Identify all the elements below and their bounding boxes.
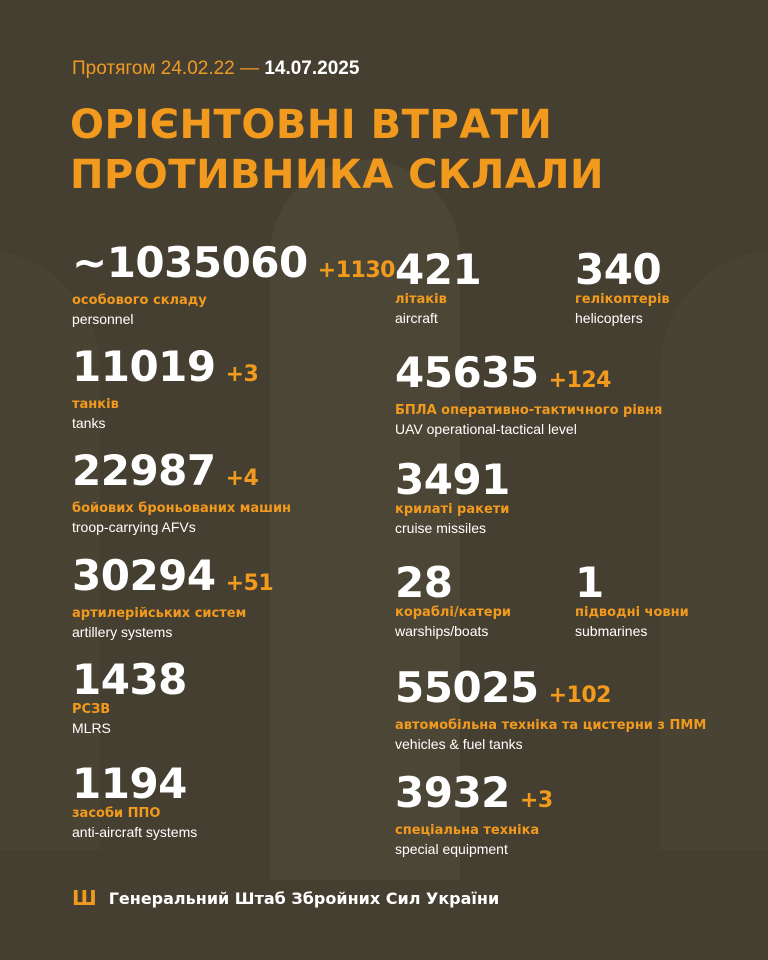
stat-value: 28 (395, 558, 453, 607)
stat-value: 1438 (72, 655, 187, 704)
stat-label-en: UAV operational-tactical level (395, 421, 577, 437)
stat-label-ua: підводні човни (575, 605, 689, 620)
stat-delta: +4 (225, 466, 259, 491)
stat-label-ua: гелікоптерів (575, 292, 670, 307)
stat-air-defense: 1194 засоби ППО anti-aircraft systems (72, 761, 197, 841)
stat-label-en: vehicles & fuel tanks (395, 736, 523, 752)
stat-value: 340 (575, 245, 662, 294)
stat-label-ua: БПЛА оперативно-тактичного рівня (395, 403, 663, 418)
stat-label-ua: танків (72, 397, 119, 412)
stat-label-ua: особового складу (72, 293, 207, 308)
stat-delta: +124 (548, 368, 612, 393)
stat-helicopters: 340 гелікоптерів helicopters (575, 247, 670, 327)
title-line-1: ОРІЄНТОВНІ ВТРАТИ (70, 102, 553, 148)
stat-label-ua: автомобільна техніка та цистерни з ПММ (395, 718, 707, 733)
stat-delta: +102 (548, 683, 612, 708)
stat-label-ua: кораблі/катери (395, 605, 511, 620)
stat-label-en: submarines (575, 623, 648, 639)
stat-label-ua: спеціальна техніка (395, 823, 540, 838)
stat-value: ~1035060 (72, 238, 308, 287)
stat-label-en: personnel (72, 311, 134, 327)
period-end: 14.07.2025 (264, 58, 360, 79)
stat-delta: +3 (225, 362, 259, 387)
stat-value: 3491 (395, 455, 510, 504)
stat-warships: 28 кораблі/катери warships/boats (395, 560, 511, 640)
stat-value: 1194 (72, 759, 187, 808)
stat-label-ua: засоби ППО (72, 806, 161, 821)
stat-label-ua: крилаті ракети (395, 502, 510, 517)
stat-value: 3932 (395, 768, 510, 817)
stat-artillery: 30294 +51 артилерійських систем artillery s… (72, 551, 274, 641)
title-line-2: ПРОТИВНИКА СКЛАЛИ (70, 152, 605, 198)
stat-label-en: helicopters (575, 310, 643, 326)
stat-aircraft: 421 літаків aircraft (395, 245, 482, 327)
stat-label-ua: РСЗВ (72, 702, 111, 717)
stat-label-en: artillery systems (72, 624, 173, 640)
stat-mlrs: 1438 РСЗВ MLRS (72, 657, 187, 737)
trident-icon: Ш (72, 886, 97, 910)
stat-personnel: ~1035060 +1130 особового складу personnel (72, 240, 395, 328)
footer-org: Генеральний Штаб Збройних Сил України (108, 888, 500, 908)
footer: Ш Генеральний Штаб Збройних Сил України (72, 886, 499, 910)
stat-submarines: 1 підводні човни submarines (575, 560, 689, 640)
stat-value: 45635 (395, 348, 539, 397)
stat-label-en: tanks (72, 415, 106, 431)
period: Протягом 24.02.22 — 14.07.2025 (72, 58, 359, 80)
stat-delta: +3 (519, 788, 553, 813)
stat-value: 11019 (72, 342, 216, 391)
stat-value: 30294 (72, 551, 216, 600)
stat-label-en: cruise missiles (395, 520, 487, 536)
stat-cruise-missiles: 3491 крилаті ракети cruise missiles (395, 457, 510, 537)
stat-label-ua: бойових броньованих машин (72, 501, 292, 516)
stat-value: 55025 (395, 663, 539, 712)
stat-label-en: troop-carrying AFVs (72, 519, 196, 535)
stat-special-equipment: 3932 +3 спеціальна техніка special equipmen… (395, 770, 553, 858)
stat-delta: +1130 (317, 258, 396, 283)
stat-tanks: 11019 +3 танків tanks (72, 342, 259, 432)
stat-label-en: warships/boats (395, 623, 489, 639)
stat-value: 421 (395, 245, 482, 294)
stat-delta: +51 (225, 571, 274, 596)
stat-label-en: aircraft (395, 310, 438, 326)
stat-label-ua: літаків (395, 292, 447, 307)
stat-label-en: MLRS (72, 720, 111, 736)
period-start: Протягом 24.02.22 — (72, 58, 260, 79)
stat-label-en: special equipment (395, 841, 508, 857)
stat-vehicles: 55025 +102 автомобільна техніка та цистерн… (395, 665, 706, 753)
page-title: ОРІЄНТОВНІ ВТРАТИ ПРОТИВНИКА СКЛАЛИ (70, 100, 604, 200)
stat-value: 1 (575, 558, 604, 607)
stat-afv: 22987 +4 бойових броньованих машин troop-ca… (72, 448, 291, 536)
stat-label-ua: артилерійських систем (72, 606, 247, 621)
stat-label-en: anti-aircraft systems (72, 824, 198, 840)
stat-value: 22987 (72, 446, 216, 495)
stat-uav: 45635 +124 БПЛА оперативно-тактичного рівн… (395, 350, 662, 438)
